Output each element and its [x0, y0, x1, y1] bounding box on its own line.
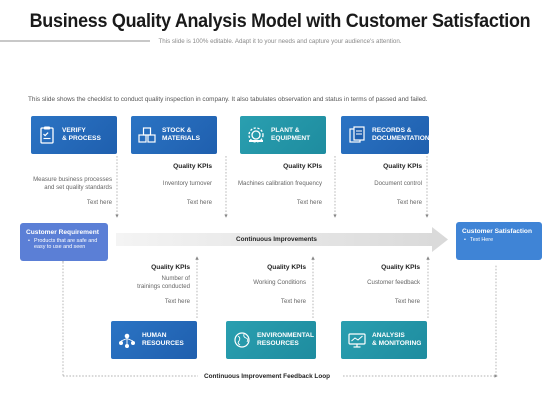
kpi-note: Text here	[394, 298, 420, 305]
feedback-loop-label: Continuous Improvement Feedback Loop	[204, 373, 331, 380]
monitor-icon	[348, 333, 366, 348]
card-verify-process: VERIFY & PROCESS	[31, 116, 117, 154]
kpi-item: Measure business processes and set quali…	[33, 176, 112, 191]
globe-icon	[234, 332, 250, 348]
kpi-item: Number of trainings conducted	[137, 275, 190, 290]
people-network-icon	[119, 333, 135, 348]
kpi-heading: Quality KPIs	[283, 163, 322, 170]
clipboard-check-icon	[40, 126, 54, 144]
page-subtitle: This slide is 100% editable. Adapt it to…	[158, 38, 402, 45]
page-title: Business Quality Analysis Model with Cus…	[29, 10, 531, 32]
kpi-note: Text here	[280, 298, 306, 305]
card-label: ANALYSIS & MONITORING	[372, 332, 422, 347]
card-label: STOCK & MATERIALS	[162, 127, 200, 142]
kpi-item: Inventory turnover	[162, 180, 212, 187]
kpi-note: Text here	[186, 199, 212, 206]
box-bullet: Text Here	[462, 237, 536, 244]
kpi-heading: Quality KPIs	[267, 264, 306, 271]
box-heading: Customer Requirement	[26, 229, 99, 236]
card-label: RECORDS & DOCUMENTATION	[372, 127, 430, 142]
kpi-note: Text here	[86, 199, 112, 206]
kpi-heading: Quality KPIs	[383, 163, 422, 170]
kpi-item: Document control	[374, 180, 422, 187]
card-environmental-resources: ENVIRONMENTAL RESOURCES	[226, 321, 316, 359]
customer-requirement-box: Customer Requirement Products that are s…	[20, 223, 108, 261]
card-analysis-monitoring: ANALYSIS & MONITORING	[341, 321, 427, 359]
kpi-heading: Quality KPIs	[381, 264, 420, 271]
kpi-item: Machines calibration frequency	[237, 180, 322, 187]
card-stock-materials: STOCK & MATERIALS	[131, 116, 217, 154]
documents-icon	[349, 126, 365, 143]
slide-description: This slide shows the checklist to conduc…	[28, 96, 428, 103]
card-human-resources: HUMAN RESOURCES	[111, 321, 197, 359]
card-label: HUMAN RESOURCES	[142, 332, 184, 347]
kpi-heading: Quality KPIs	[151, 264, 190, 271]
kpi-item: Customer feedback	[367, 279, 420, 286]
boxes-icon	[138, 127, 156, 143]
kpi-note: Text here	[296, 199, 322, 206]
title-divider	[0, 40, 150, 42]
card-label: VERIFY & PROCESS	[62, 127, 101, 142]
box-bullet: Products that are safe and easy to use a…	[26, 238, 102, 251]
card-plant-equipment: PLANT & EQUIPMENT	[240, 116, 326, 154]
box-heading: Customer Satisfaction	[462, 228, 532, 235]
customer-satisfaction-box: Customer Satisfaction Text Here	[456, 222, 542, 260]
kpi-item: Working Conditions	[253, 279, 306, 286]
gear-icon	[248, 127, 264, 143]
center-arrow-label: Continuous Improvements	[236, 236, 317, 243]
kpi-note: Text here	[164, 298, 190, 305]
card-records-documentation: RECORDS & DOCUMENTATION	[341, 116, 430, 154]
card-label: PLANT & EQUIPMENT	[271, 127, 311, 142]
kpi-note: Text here	[396, 199, 422, 206]
card-label: ENVIRONMENTAL RESOURCES	[257, 332, 315, 347]
kpi-heading: Quality KPIs	[173, 163, 212, 170]
